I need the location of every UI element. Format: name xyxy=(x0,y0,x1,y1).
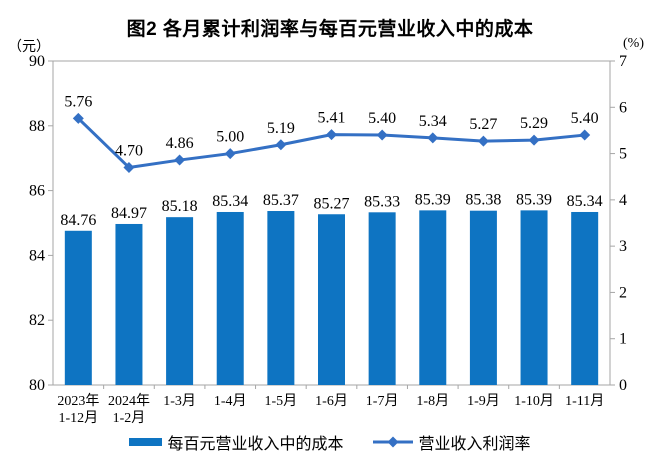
y-right-tick-label: 5 xyxy=(619,146,627,163)
line-marker xyxy=(427,132,439,144)
chart-title: 图2 各月累计利润率与每百元营业收入中的成本 xyxy=(126,19,534,40)
x-category-label: 1-5月 xyxy=(265,393,298,409)
right-axis-unit: (%) xyxy=(623,36,644,51)
bar-value-label: 85.34 xyxy=(567,193,603,210)
bar-value-label: 85.33 xyxy=(364,193,400,210)
line-value-label: 4.86 xyxy=(166,135,194,152)
line-value-label: 5.41 xyxy=(318,110,346,127)
bar xyxy=(571,211,599,385)
line-marker xyxy=(477,135,489,147)
line-value-label: 5.34 xyxy=(419,113,447,130)
line-value-label: 5.27 xyxy=(469,116,497,133)
y-right-tick-label: 4 xyxy=(619,192,627,209)
x-category-label: 1-9月 xyxy=(467,393,500,409)
bar-value-label: 85.38 xyxy=(465,192,501,209)
y-left-tick-label: 88 xyxy=(29,118,45,135)
y-right-tick-label: 0 xyxy=(619,377,627,394)
line-value-label: 5.29 xyxy=(520,115,548,132)
legend-item-profit: 营业收入利润率 xyxy=(372,430,531,454)
bar xyxy=(419,210,447,385)
line-marker xyxy=(224,148,236,160)
y-left-tick-label: 90 xyxy=(29,53,45,70)
y-right-tick-label: 6 xyxy=(619,99,627,116)
y-left-tick-label: 86 xyxy=(29,183,45,200)
line-value-label: 4.70 xyxy=(115,142,143,159)
y-right-tick-label: 3 xyxy=(619,238,627,255)
bar xyxy=(267,211,295,385)
legend-label-cost: 每百元营业收入中的成本 xyxy=(167,436,344,453)
legend-diamond-marker xyxy=(387,436,398,448)
bar xyxy=(368,212,396,385)
x-category-label: 1-3月 xyxy=(163,393,196,409)
legend-item-cost: 每百元营业收入中的成本 xyxy=(129,430,344,454)
bar xyxy=(318,214,345,385)
y-left-tick-label: 80 xyxy=(29,377,45,394)
y-right-tick-label: 2 xyxy=(619,284,627,301)
line-marker xyxy=(326,129,337,141)
y-right-tick-label: 1 xyxy=(619,331,627,348)
line-marker xyxy=(72,112,84,124)
x-category-label: 2024年 1-2月 xyxy=(108,393,150,426)
bar xyxy=(216,211,244,385)
x-category-label: 1-6月 xyxy=(315,393,348,409)
y-left-tick-label: 84 xyxy=(29,247,45,264)
x-category-label: 1-4月 xyxy=(214,393,247,409)
line-value-label: 5.40 xyxy=(368,110,396,127)
line-series-swatch xyxy=(372,436,413,448)
bar xyxy=(64,230,92,385)
y-right-tick-label: 7 xyxy=(619,53,627,70)
left-axis-unit: （元） xyxy=(8,40,50,55)
x-category-label: 1-11月 xyxy=(565,393,604,409)
line-value-label: 5.19 xyxy=(267,120,295,137)
legend: 每百元营业收入中的成本 营业收入利润率 xyxy=(0,430,660,454)
line-marker xyxy=(123,161,135,173)
line-value-label: 5.00 xyxy=(216,129,244,146)
bar-value-label: 85.39 xyxy=(415,191,451,208)
bar xyxy=(166,217,194,385)
bar xyxy=(469,210,497,385)
bar-series-swatch xyxy=(129,438,163,446)
legend-label-profit: 营业收入利润率 xyxy=(418,436,531,453)
line-marker xyxy=(579,129,591,141)
y-left-tick-label: 82 xyxy=(29,312,45,329)
line-marker xyxy=(376,129,388,141)
x-category-label: 1-8月 xyxy=(416,393,449,409)
line-marker xyxy=(528,134,540,146)
bar xyxy=(115,223,143,385)
bar xyxy=(520,210,548,385)
line-marker xyxy=(275,139,287,151)
line-value-label: 5.76 xyxy=(64,93,92,110)
bar-value-label: 85.37 xyxy=(263,192,299,209)
bar-value-label: 85.18 xyxy=(162,198,198,215)
bar-value-label: 84.97 xyxy=(111,205,147,222)
bar-value-label: 85.34 xyxy=(212,193,248,210)
bar-value-label: 85.27 xyxy=(314,195,350,212)
plot-area: 80 82 84 86 88 90 0 1 2 3 4 5 6 7 84.76 84.97 85.18 85.34… xyxy=(29,53,627,426)
x-category-label: 1-7月 xyxy=(366,393,399,409)
bar-value-label: 84.76 xyxy=(60,212,96,229)
x-category-label: 2023年 1-12月 xyxy=(57,393,99,426)
x-category-label: 1-10月 xyxy=(514,393,554,409)
line-value-label: 5.40 xyxy=(571,110,599,127)
line-marker xyxy=(174,154,186,166)
bar-value-label: 85.39 xyxy=(516,191,552,208)
